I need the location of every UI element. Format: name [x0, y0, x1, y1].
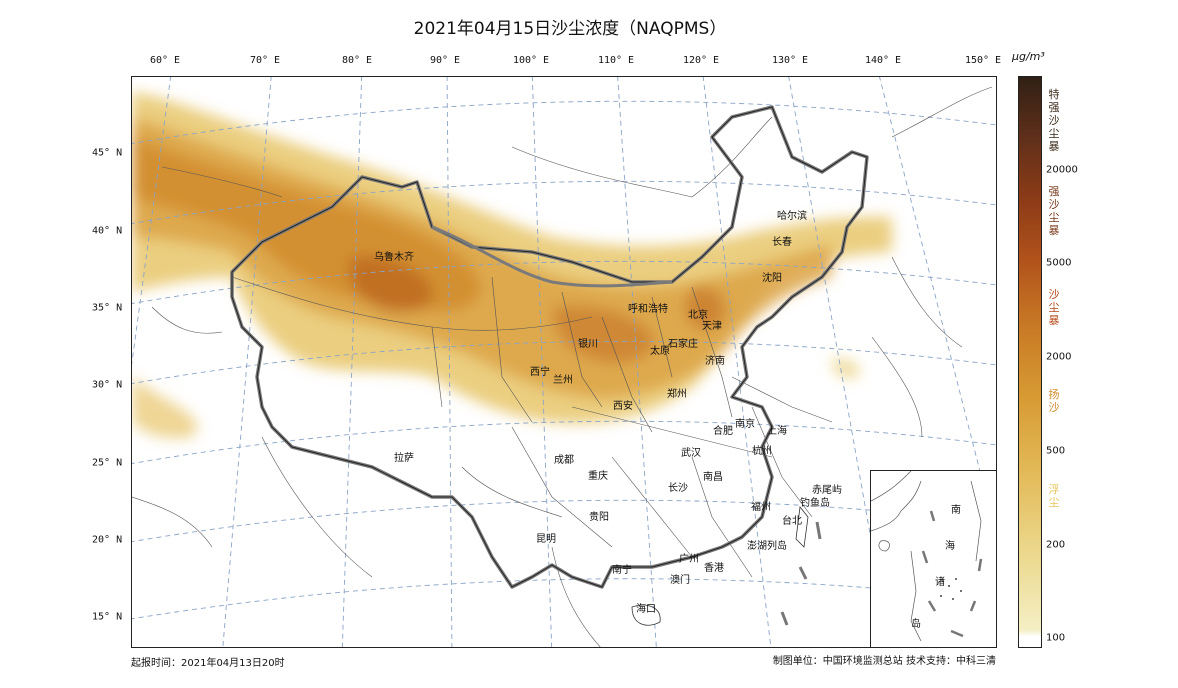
city-label: 贵阳 — [589, 510, 609, 523]
city-label: 杭州 — [752, 444, 772, 457]
lat-label-25n: 25° N — [92, 457, 123, 469]
province-boundaries — [132, 86, 993, 647]
city-label: 郑州 — [667, 387, 687, 400]
city-label: 北京 — [688, 308, 708, 321]
city-label: 石家庄 — [668, 337, 698, 350]
colorbar-category-strong-sandstorm: 强沙尘暴 — [1048, 185, 1060, 237]
city-label: 长春 — [772, 236, 792, 248]
colorbar-tick: 100 — [1046, 632, 1066, 644]
inset-label-zhu: 诸 — [935, 577, 945, 588]
lon-label-80e: 80° E — [341, 55, 373, 66]
taiwan-island — [795, 506, 809, 548]
colorbar-tick: 5000 — [1046, 257, 1072, 269]
city-label: 重庆 — [588, 469, 608, 482]
colorbar-tick: 500 — [1046, 445, 1066, 457]
map-frame: 乌鲁木齐 哈尔滨 长春 沈阳 呼和浩特 北京 天津 银川 石家庄 太原 济南 西… — [131, 76, 997, 648]
city-label: 合肥 — [713, 424, 733, 437]
city-label: 南京 — [735, 417, 755, 430]
city-label: 兰州 — [553, 373, 573, 386]
city-label: 澎湖列岛 — [747, 539, 787, 552]
national-border-inner — [231, 106, 868, 588]
city-label: 沈阳 — [762, 271, 782, 284]
city-label: 香港 — [704, 562, 724, 574]
lat-label-15n: 15° N — [92, 611, 123, 623]
south-china-sea-inset: 南 海 诸 岛 — [870, 470, 997, 648]
city-label: 南宁 — [612, 563, 632, 576]
inset-label-hai: 海 — [945, 541, 955, 552]
lat-label-30n: 30° N — [92, 379, 123, 391]
city-label: 济南 — [705, 354, 725, 367]
city-labels: 乌鲁木齐 哈尔滨 长春 沈阳 呼和浩特 北京 天津 银川 石家庄 太原 济南 西… — [374, 209, 842, 615]
colorbar-category-floating-dust: 浮尘 — [1048, 483, 1060, 509]
city-label: 澳门 — [670, 573, 690, 586]
issue-time: 起报时间：2021年04月13日20时 — [131, 658, 285, 669]
lat-label-35n: 35° N — [92, 302, 123, 314]
city-label: 成都 — [554, 454, 574, 466]
city-label: 银川 — [578, 337, 598, 350]
lon-label-120e: 120° E — [682, 55, 720, 66]
colorbar — [1018, 76, 1042, 648]
colorbar-category-blowing-sand: 扬沙 — [1048, 388, 1060, 414]
colorbar-tick: 200 — [1046, 539, 1066, 551]
map-title: 2021年04月15日沙尘浓度（NAQPMS） — [413, 19, 727, 39]
inset-label-nan: 南 — [951, 505, 961, 516]
city-label: 赤尾屿 — [812, 484, 842, 496]
city-label: 福州 — [751, 500, 771, 513]
city-label: 南昌 — [703, 470, 723, 483]
lat-label-45n: 45° N — [92, 147, 123, 159]
city-label: 钓鱼岛 — [800, 496, 830, 509]
inset-label-dao: 岛 — [911, 619, 921, 630]
graticule — [132, 77, 996, 647]
colorbar-category-sandstorm: 沙尘暴 — [1048, 288, 1060, 327]
city-label: 昆明 — [536, 533, 556, 545]
map-canvas: 乌鲁木齐 哈尔滨 长春 沈阳 呼和浩特 北京 天津 银川 石家庄 太原 济南 西… — [132, 77, 996, 647]
city-label: 上海 — [767, 424, 787, 437]
credits: 制图单位：中国环境监测总站 技术支持：中科三清 — [772, 656, 996, 667]
city-label: 长沙 — [668, 482, 688, 494]
lon-label-140e: 140° E — [864, 55, 902, 66]
city-label: 拉萨 — [394, 451, 414, 464]
city-label: 呼和浩特 — [628, 303, 668, 315]
city-label: 武汉 — [681, 446, 701, 459]
colorbar-category-extreme-sandstorm: 特强沙尘暴 — [1048, 88, 1060, 153]
inset-map — [870, 470, 983, 642]
colorbar-tick: 2000 — [1046, 351, 1072, 363]
city-label: 西宁 — [530, 365, 550, 378]
city-label: 哈尔滨 — [777, 209, 807, 222]
city-label: 天津 — [702, 320, 722, 332]
lon-label-110e: 110° E — [597, 55, 635, 66]
lat-label-40n: 40° N — [92, 225, 123, 237]
mongolia-border — [431, 225, 673, 288]
city-label: 太原 — [650, 344, 670, 357]
lon-label-60e: 60° E — [149, 55, 181, 66]
lon-label-130e: 130° E — [771, 55, 809, 66]
lon-label-150e: 150° E — [964, 55, 1002, 66]
city-label: 台北 — [782, 514, 802, 527]
city-label: 乌鲁木齐 — [374, 250, 414, 263]
city-label: 海口 — [636, 602, 656, 615]
lat-label-20n: 20° N — [92, 534, 123, 546]
city-label: 西安 — [613, 399, 633, 412]
nine-dash-segments — [780, 521, 822, 626]
city-label: 广州 — [679, 553, 699, 565]
colorbar-tick: 20000 — [1046, 164, 1078, 176]
lon-label-70e: 70° E — [249, 55, 281, 66]
lon-label-100e: 100° E — [512, 55, 550, 66]
dust-concentration-field — [132, 92, 892, 439]
hainan-island — [631, 604, 661, 626]
lon-label-90e: 90° E — [429, 55, 461, 66]
colorbar-unit: μg/m³ — [1012, 50, 1045, 63]
